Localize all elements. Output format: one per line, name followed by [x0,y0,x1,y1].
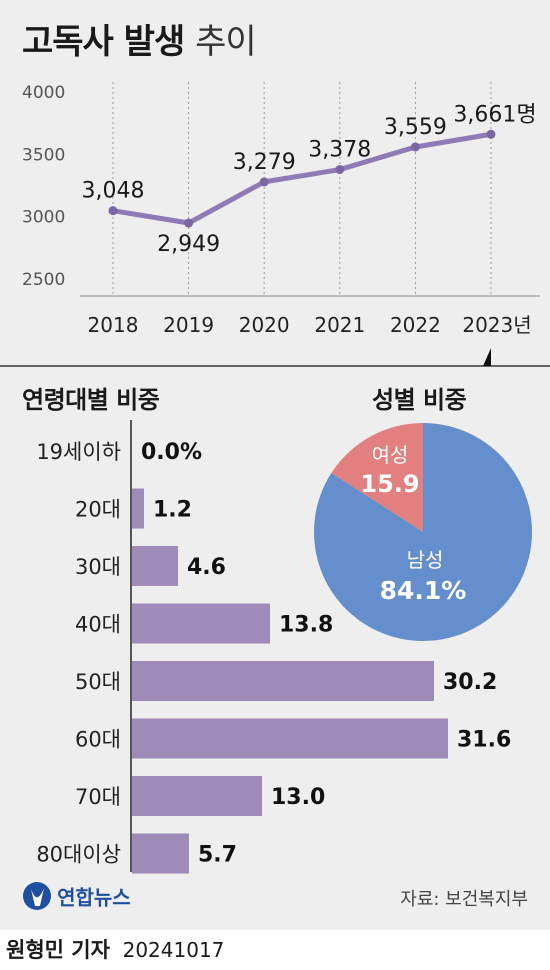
pie-chart: 여성 15.9 남성 84.1% [314,423,532,641]
value-label: 1.2 [153,498,192,523]
bar [132,776,262,816]
slice-value: 84.1% [380,576,467,605]
data-label: 3,559 [384,115,447,140]
x-tick-label: 2022 [390,313,441,337]
value-label: 13.0 [271,785,325,810]
category-label: 30대 [75,555,121,579]
slice-label: 여성 [372,443,409,467]
bar [132,603,270,644]
data-point [335,165,345,175]
category-label: 40대 [75,613,121,637]
y-tick-label: 3000 [22,208,65,228]
y-tick-label: 3500 [22,145,65,165]
reporter-name: 원형민 기자 [6,938,110,962]
data-point [184,218,194,228]
pie-slice [314,423,532,641]
line-chart: 4000 3500 3000 2500 2018 2019 2020 2021 2022 2023… [0,82,550,367]
data-point [486,129,496,139]
bar-chart: 19세이하 0.0% 20대 1.2 30대 4.6 40대 13.8 50대 30.2 60대 31… [36,420,511,874]
bar [132,488,144,529]
series-line [110,131,494,226]
pie-slice [331,423,423,532]
x-tick-label: 2021 [314,313,365,337]
category-label: 19세이하 [36,440,121,464]
slice-value: 15.9 [360,470,419,498]
data-label: 2,949 [157,232,220,257]
publish-date: 20241017 [122,938,225,962]
current-year-marker-icon [483,348,491,366]
value-label: 5.7 [198,843,237,868]
data-label: 3,279 [233,150,296,175]
value-label: 13.8 [279,613,333,638]
bar-chart-title: 연령대별 비중 [22,386,160,414]
x-tick-label: 2018 [88,313,139,337]
data-label: 3,378 [308,138,371,163]
y-tick-label: 2500 [22,270,65,290]
data-point [259,177,269,187]
pie-chart-title: 성별 비중 [372,386,467,414]
chart-title-main: 고독사 발생 [22,22,185,62]
data-label: 3,661명 [453,102,536,127]
bar [132,718,448,759]
category-label: 80대이상 [36,843,121,867]
category-label: 50대 [75,670,121,694]
bar [132,546,178,586]
data-label: 3,048 [82,179,145,204]
byline: 원형민 기자 20241017 [6,934,224,964]
category-label: 60대 [75,728,121,752]
x-tick-label: 2023년 [462,313,531,337]
value-label: 4.6 [187,555,226,580]
bar [132,833,189,874]
chart-title-sub: 추이 [195,22,257,62]
x-tick-label: 2020 [239,313,290,337]
category-label: 20대 [75,498,121,522]
value-label: 31.6 [457,728,511,753]
data-point [410,142,420,152]
x-tick-label: 2019 [163,313,214,337]
yonhap-logo-icon [23,882,51,910]
slice-label: 남성 [407,548,444,572]
value-label: 0.0% [141,440,202,465]
logo: 연합뉴스 [22,878,131,914]
value-label: 30.2 [443,670,497,695]
y-tick-label: 4000 [22,83,65,103]
bar [132,661,434,701]
data-point [108,206,118,216]
category-label: 70대 [75,785,121,809]
source-note: 자료: 보건복지부 [400,889,528,910]
chart-title: 고독사 발생 추이 [22,14,257,63]
logo-text: 연합뉴스 [57,885,131,910]
